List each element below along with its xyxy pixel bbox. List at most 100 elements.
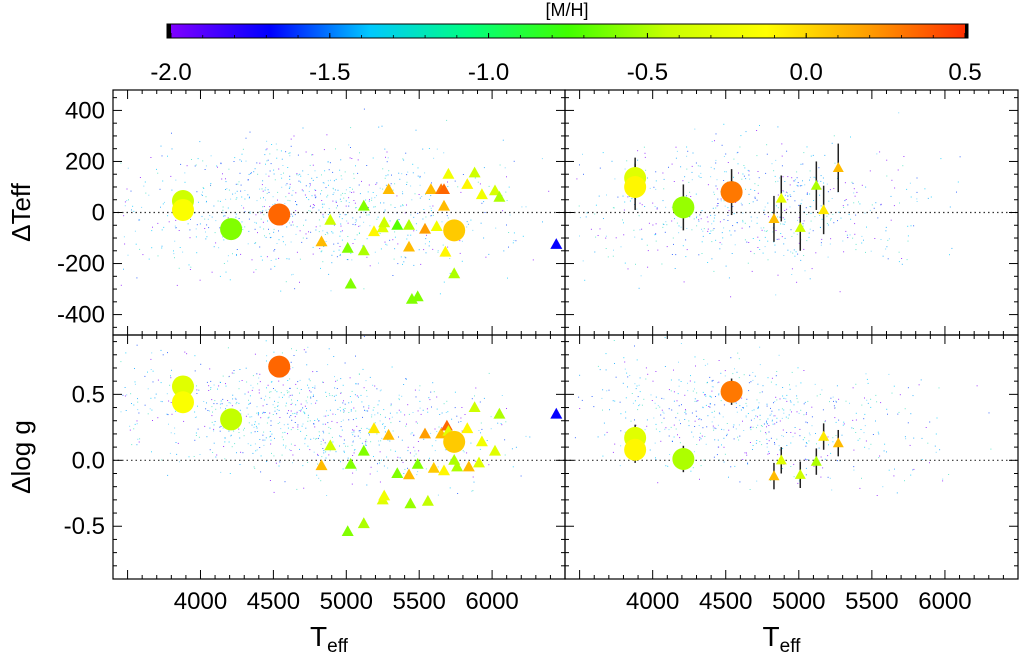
cloud-point — [742, 212, 744, 214]
cloud-point — [383, 409, 385, 411]
cloud-point — [389, 412, 391, 414]
cloud-point — [675, 254, 677, 256]
cloud-point — [297, 426, 299, 428]
cloud-point — [274, 265, 276, 267]
cloud-point — [976, 385, 978, 387]
cloud-point — [714, 214, 716, 216]
cloud-point — [287, 380, 289, 381]
cloud-point — [400, 256, 402, 258]
y-tick-label: 0 — [92, 200, 105, 227]
cloud-point — [407, 171, 409, 173]
cloud-point — [212, 452, 214, 453]
cloud-point — [133, 428, 135, 430]
cloud-point — [655, 233, 657, 235]
cloud-point — [677, 412, 679, 414]
cloud-point — [387, 157, 389, 159]
cloud-point — [318, 420, 320, 422]
cloud-point — [280, 150, 282, 152]
cloud-point — [233, 370, 235, 371]
cloud-point — [371, 197, 373, 199]
cloud-point — [783, 412, 785, 414]
cloud-point — [740, 135, 742, 137]
cloud-point — [802, 225, 804, 227]
cloud-point — [256, 406, 258, 408]
cloud-point — [410, 433, 412, 435]
cloud-point — [270, 236, 272, 238]
cloud-point — [815, 252, 817, 254]
cloud-point — [910, 413, 912, 415]
cloud-point — [710, 233, 711, 234]
cloud-point — [884, 443, 886, 445]
cloud-point — [310, 205, 311, 207]
cloud-point — [877, 431, 879, 433]
cloud-point — [251, 259, 253, 261]
cloud-point — [404, 256, 406, 258]
cloud-point — [778, 445, 780, 447]
cloud-point — [124, 243, 126, 245]
cloud-point — [137, 401, 139, 403]
cloud-point — [379, 420, 381, 422]
cloud-point — [266, 160, 268, 162]
cloud-point — [398, 398, 400, 400]
y-tick-label: -0.5 — [64, 513, 105, 540]
cloud-point — [310, 391, 312, 393]
cloud-point — [227, 207, 229, 209]
cloud-point — [783, 409, 785, 411]
cloud-point — [211, 406, 213, 408]
cloud-point — [411, 199, 413, 201]
cloud-point — [651, 400, 653, 401]
cloud-point — [612, 255, 614, 257]
cloud-point — [291, 194, 293, 196]
cloud-point — [719, 413, 721, 415]
cloud-point — [681, 404, 682, 406]
triangle-marker — [427, 461, 440, 473]
cloud-point — [269, 153, 271, 155]
cloud-point — [688, 425, 690, 427]
cloud-point — [279, 421, 281, 423]
triangle-marker — [442, 167, 455, 179]
cloud-point — [707, 415, 709, 417]
cloud-point — [687, 150, 689, 152]
cloud-point — [715, 239, 717, 241]
cloud-point — [803, 211, 805, 212]
cloud-point — [196, 224, 198, 226]
cloud-point — [694, 381, 696, 383]
cloud-point — [245, 160, 247, 162]
cloud-point — [173, 253, 175, 255]
cloud-point — [299, 379, 301, 381]
cloud-point — [789, 400, 791, 402]
cloud-point — [810, 206, 812, 208]
cloud-point — [234, 443, 236, 445]
cloud-point — [415, 421, 417, 423]
cloud-point — [836, 385, 838, 387]
cloud-point — [879, 455, 881, 457]
cloud-point — [248, 403, 250, 405]
cloud-point — [612, 451, 614, 453]
cloud-point — [609, 409, 610, 411]
cloud-point — [289, 449, 291, 451]
cloud-point — [726, 423, 728, 424]
cloud-point — [204, 218, 206, 220]
cloud-point — [828, 444, 829, 446]
cloud-point — [255, 269, 257, 271]
cloud-point — [673, 424, 675, 426]
cloud-point — [605, 353, 607, 355]
y-tick-label: 0.5 — [72, 381, 105, 408]
cloud-point — [401, 395, 403, 397]
colorbar-tick-label: -1.0 — [468, 59, 509, 86]
cloud-point — [418, 389, 420, 391]
cloud-point — [790, 401, 792, 403]
y-tick-label: 400 — [65, 97, 105, 124]
cloud-point — [736, 411, 738, 413]
cloud-point — [875, 202, 877, 204]
cloud-point — [782, 190, 784, 192]
cloud-point — [752, 201, 754, 203]
cloud-point — [773, 241, 775, 243]
cloud-point — [662, 223, 664, 225]
cloud-point — [227, 347, 229, 349]
cloud-point — [203, 401, 205, 402]
cloud-point — [793, 463, 795, 465]
cloud-point — [757, 383, 759, 385]
cloud-point — [309, 449, 311, 451]
